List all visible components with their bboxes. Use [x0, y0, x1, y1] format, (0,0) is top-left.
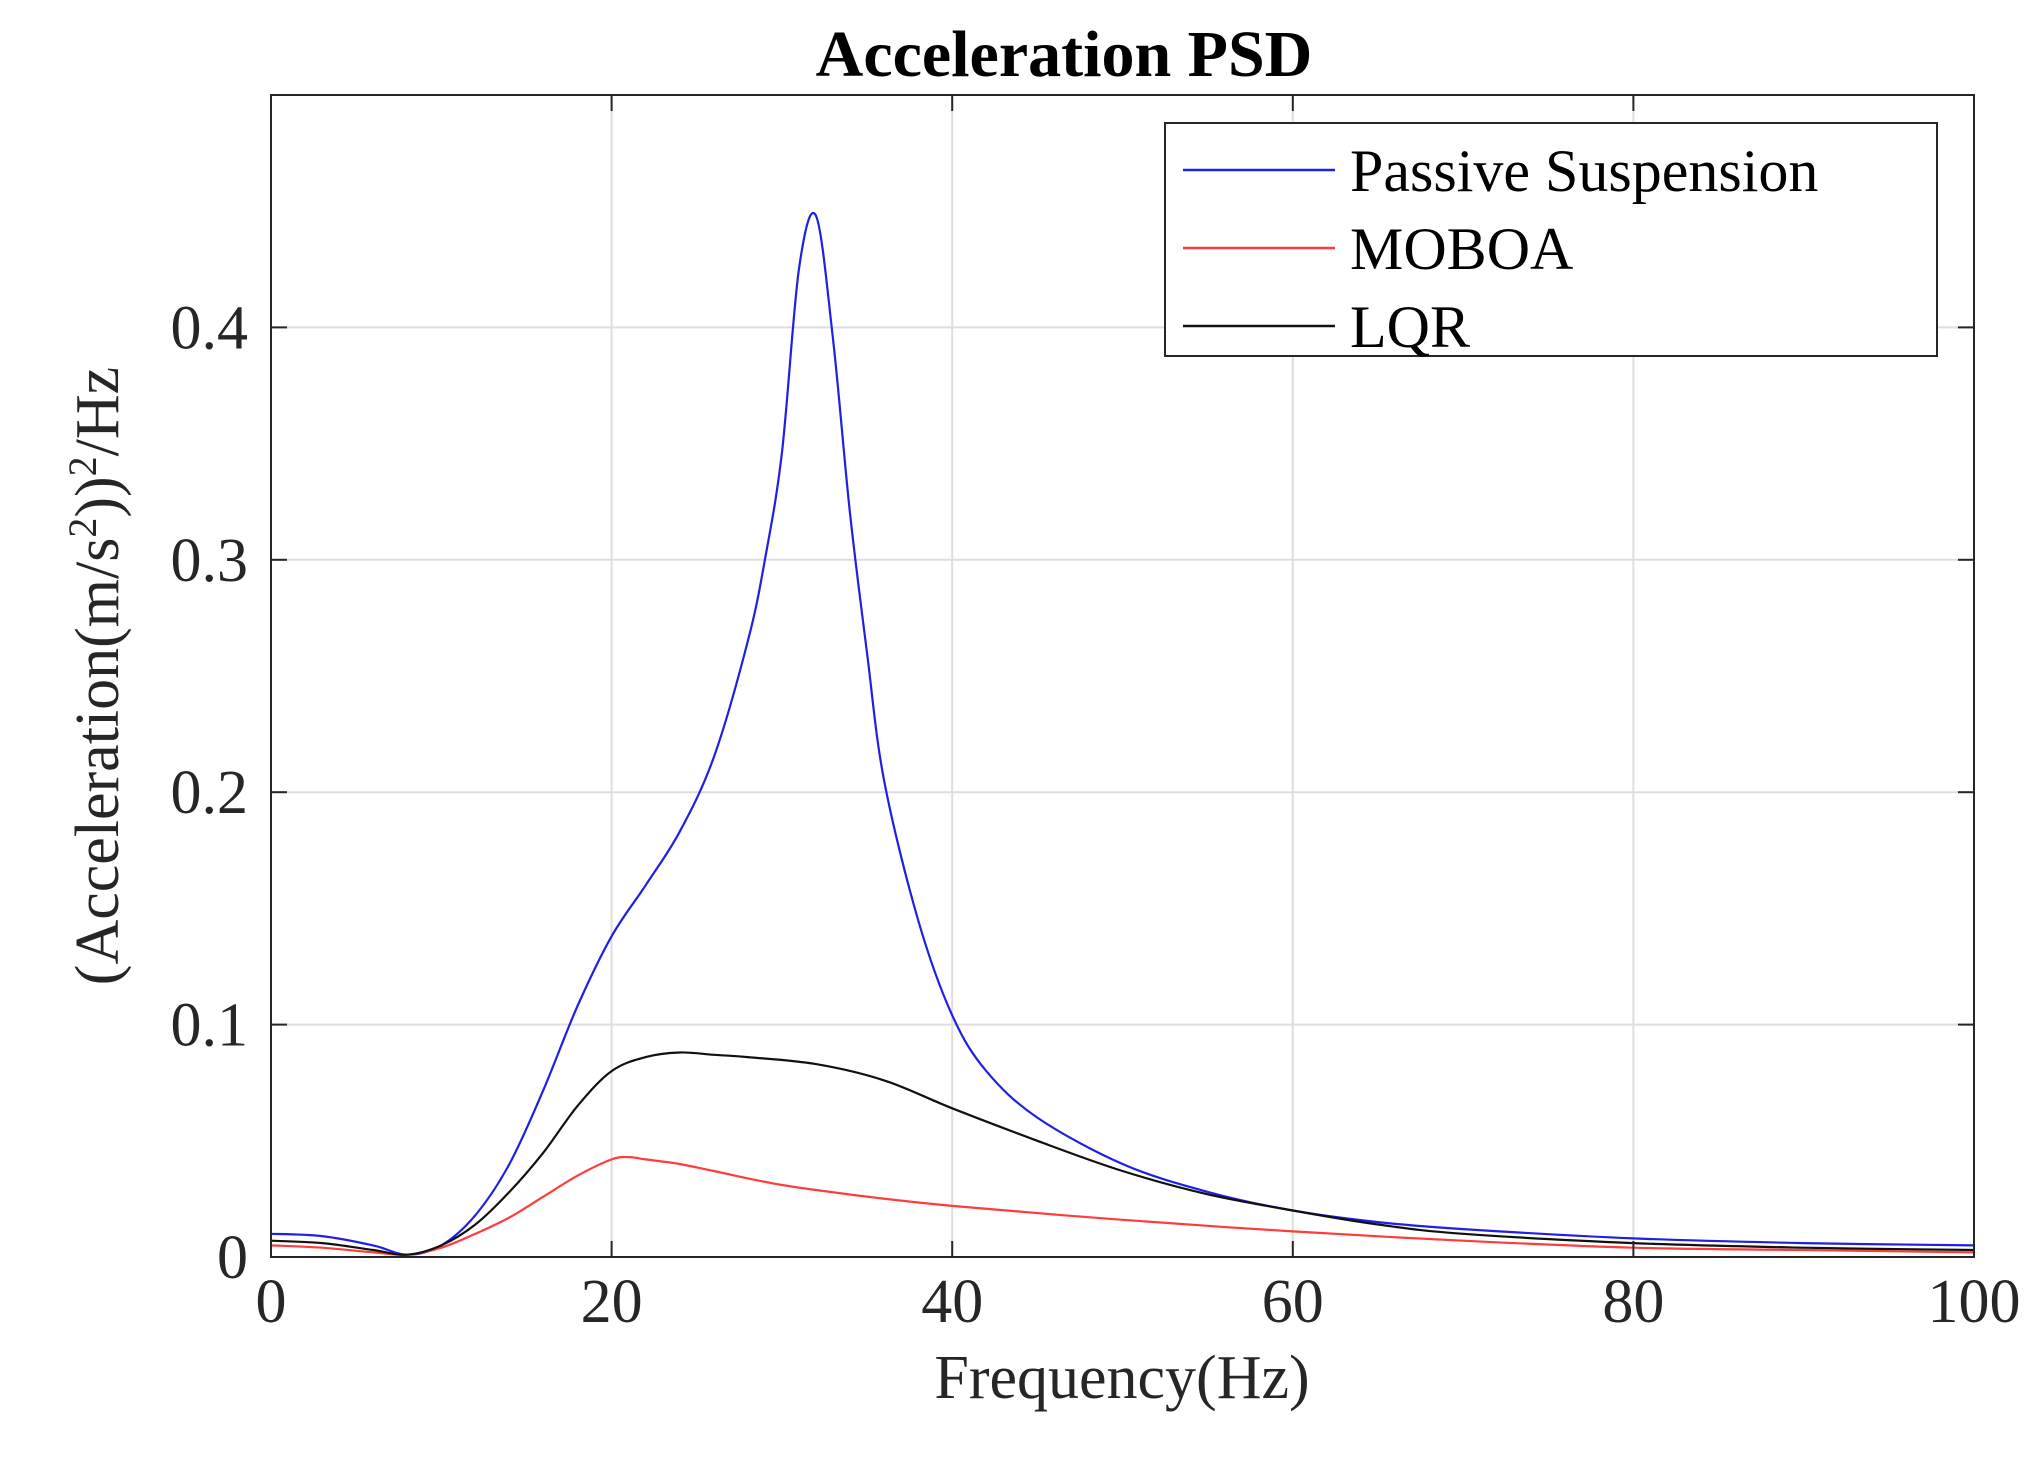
- y-axis-label: (Acceleration(m/s2))2/Hz: [60, 367, 133, 985]
- x-tick-label: 20: [581, 1268, 643, 1336]
- x-tick-label: 80: [1602, 1268, 1664, 1336]
- plot-area-frame: [270, 94, 1975, 1258]
- y-axis-label-sup2: 2: [60, 456, 105, 476]
- legend-label-moboa: MOBOA: [1350, 216, 1573, 282]
- x-axis-label: Frequency(Hz): [934, 1344, 1309, 1412]
- x-tick-labels: 0 20 40 60 80 100: [256, 1268, 2021, 1336]
- x-tick-label: 60: [1262, 1268, 1324, 1336]
- legend-items: Passive Suspension MOBOA LQR: [1183, 138, 1818, 360]
- y-tick-label: 0.4: [171, 294, 249, 362]
- y-tick-labels: 0 0.1 0.2 0.3 0.4: [171, 294, 249, 1292]
- x-tick-label: 100: [1928, 1268, 2021, 1336]
- legend: Passive Suspension MOBOA LQR: [1164, 122, 1938, 360]
- y-axis-label-sup1: 2: [60, 518, 105, 538]
- chart-title: Acceleration PSD: [816, 18, 1313, 91]
- legend-label-passive-suspension: Passive Suspension: [1350, 138, 1818, 204]
- x-tick-label: 40: [921, 1268, 983, 1336]
- legend-box: [1164, 122, 1938, 357]
- y-tick-label: 0: [217, 1224, 248, 1292]
- y-axis-label-prefix: (Acceleration(m/s: [64, 538, 132, 986]
- y-tick-label: 0.2: [171, 759, 249, 827]
- series-line-lqr: [270, 1051, 1975, 1256]
- y-axis-label-suffix: /Hz: [64, 367, 132, 457]
- y-axis-label-middle: )): [64, 476, 132, 517]
- series-lines: [270, 212, 1975, 1256]
- y-tick-label: 0.1: [171, 992, 249, 1060]
- y-tick-label: 0.3: [171, 527, 249, 595]
- legend-label-lqr: LQR: [1350, 294, 1470, 360]
- axis-ticks: [270, 95, 1975, 1258]
- series-line-moboa: [270, 1155, 1975, 1256]
- x-tick-label: 0: [256, 1268, 287, 1336]
